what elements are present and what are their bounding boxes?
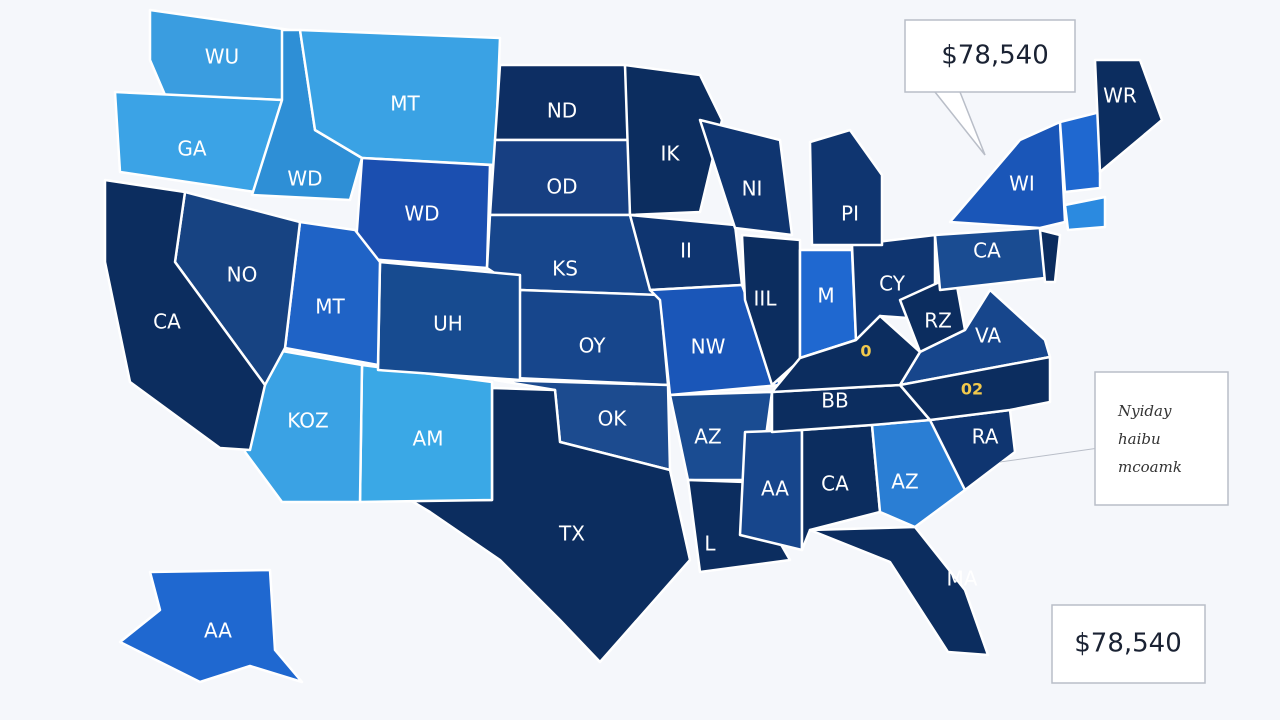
state-label: IIL (754, 287, 778, 311)
state-label: CA (821, 472, 849, 496)
state-label: AZ (891, 470, 918, 494)
callout-value: $78,540 (941, 41, 1049, 71)
state-label: II (680, 239, 692, 263)
state-label: TX (558, 522, 585, 546)
state (1093, 58, 1164, 174)
state-label: RA (972, 425, 999, 449)
state-label: CA (153, 310, 181, 334)
callout-box (1051, 604, 1206, 684)
state-label: MA (947, 567, 978, 591)
state (648, 283, 782, 397)
state-label: RZ (924, 309, 952, 333)
state-label: CY (879, 272, 906, 296)
state (686, 478, 792, 574)
state (898, 355, 1052, 422)
state-label: WU (205, 45, 239, 69)
state (118, 568, 304, 684)
state-label: MT (390, 92, 420, 116)
state-label: BB (821, 389, 848, 413)
note: Nyiday haibu mcoamk (999, 371, 1229, 506)
state-label: CA (973, 239, 1001, 263)
state-label: AZ (694, 425, 721, 449)
state (1063, 195, 1107, 232)
state-label: IK (660, 142, 680, 166)
marker: 0 (860, 342, 871, 361)
callout-pointer (934, 91, 986, 156)
state-label: KOZ (287, 409, 328, 433)
state-labels: WU GA WD MT WD ND OD KS OY OK TX AM KOZ … (153, 45, 1137, 643)
state (808, 128, 884, 247)
state-label: ND (547, 99, 577, 123)
state-label: OK (598, 407, 628, 431)
callout: $78,540 (904, 19, 1076, 156)
state-label: WD (404, 202, 439, 226)
state-label: OD (546, 175, 577, 199)
state-label: AM (413, 427, 444, 451)
state (283, 220, 382, 367)
state-label: OY (579, 334, 607, 358)
state-label: NO (227, 263, 258, 287)
state (103, 178, 267, 452)
note-box (1094, 371, 1229, 506)
state-label: L (704, 532, 716, 556)
state (623, 63, 724, 217)
callout-box (904, 19, 1076, 93)
marker: 02 (961, 380, 983, 399)
state-label: MT (315, 295, 345, 319)
callout-value: $78,540 (1074, 629, 1182, 659)
note-text: Nyiday (1117, 402, 1172, 420)
state-label: NW (691, 335, 726, 359)
note-text: haibu (1118, 430, 1161, 448)
state (808, 525, 990, 657)
state-label: WD (287, 167, 322, 191)
state-label: KS (552, 257, 578, 281)
state-label: UH (433, 312, 463, 336)
state (698, 118, 794, 237)
state-label: M (817, 284, 834, 308)
state-label: WR (1103, 84, 1137, 108)
state (1058, 110, 1102, 194)
state-label: GA (177, 137, 206, 161)
state (1038, 228, 1062, 284)
state-label: AA (761, 477, 789, 501)
states (103, 8, 1164, 684)
state-label: NI (742, 177, 763, 201)
state (740, 233, 802, 387)
note-text: mcoamk (1118, 458, 1182, 476)
state-label: VA (975, 324, 1001, 348)
state-label: AA (204, 619, 232, 643)
state (770, 314, 922, 394)
callout: $78,540 (1051, 604, 1206, 684)
state-label: WI (1009, 172, 1035, 196)
state-label: PI (841, 202, 859, 226)
